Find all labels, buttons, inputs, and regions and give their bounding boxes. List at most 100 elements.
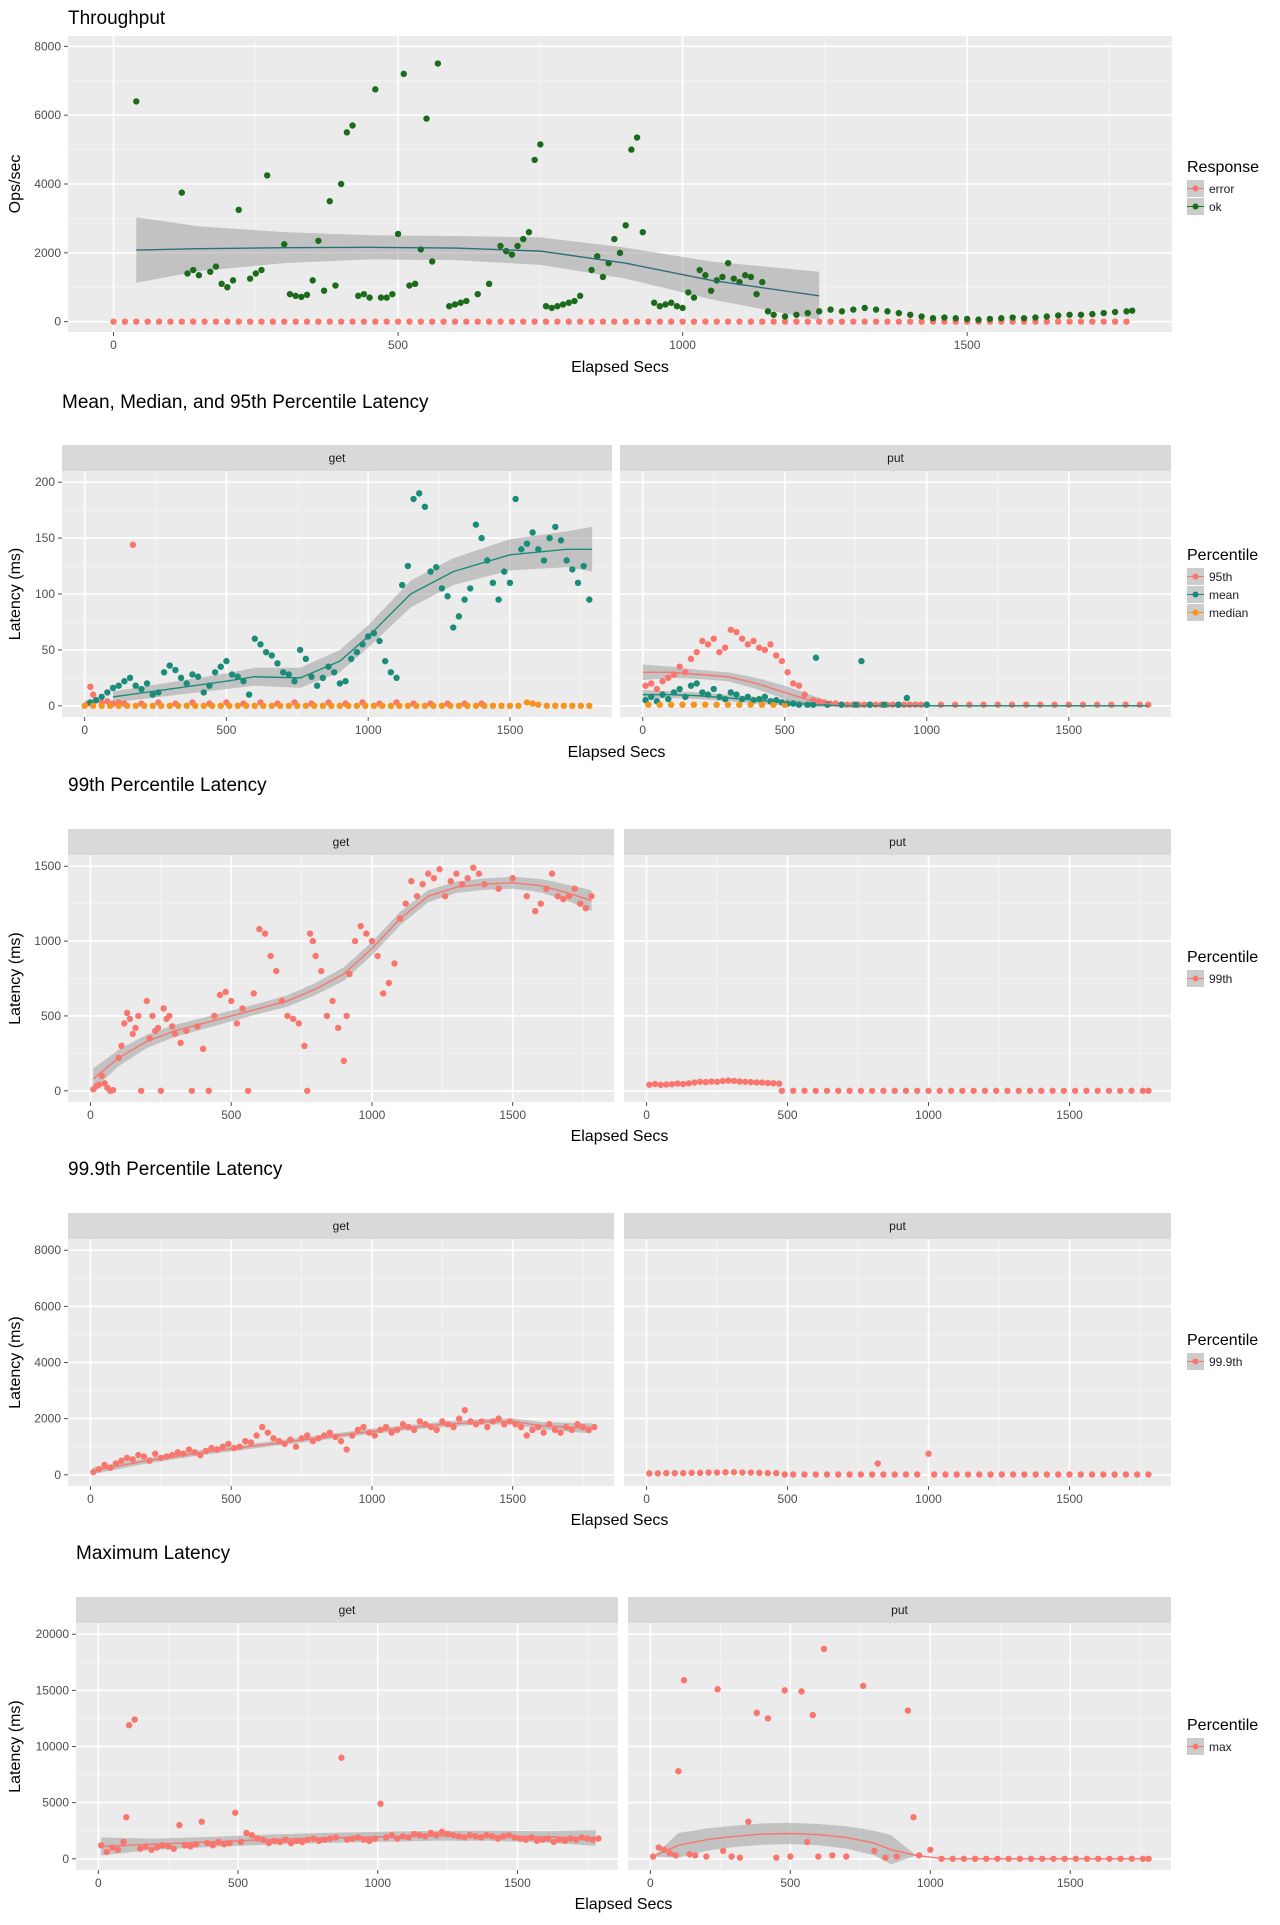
data-point [334, 1024, 342, 1032]
data-point [446, 302, 453, 310]
data-point [525, 228, 533, 236]
y-axis-label: Latency (ms) [7, 1700, 24, 1792]
data-point [1089, 318, 1096, 325]
data-point [478, 534, 485, 542]
smooth-line-ok [136, 246, 820, 297]
data-point [396, 702, 403, 710]
data-point [846, 1471, 853, 1478]
data-point [98, 693, 105, 701]
data-point [736, 1078, 743, 1085]
data-point [884, 308, 891, 315]
x-tick-label: 1000 [915, 1492, 942, 1506]
data-point [433, 1426, 440, 1434]
data-point [237, 1838, 245, 1846]
data-point [269, 318, 277, 325]
data-point [588, 892, 595, 900]
data-point [699, 637, 706, 645]
data-point [467, 1418, 474, 1425]
data-point [1026, 1087, 1034, 1094]
data-point [189, 266, 197, 274]
data-point [929, 315, 937, 322]
data-point [801, 691, 808, 698]
data-point [812, 1471, 819, 1478]
data-point [1111, 318, 1119, 325]
data-point [268, 702, 275, 710]
data-point [1051, 701, 1058, 708]
data-point [405, 1834, 412, 1841]
data-point [1060, 1087, 1068, 1094]
data-point [721, 695, 729, 703]
data-point [523, 892, 530, 900]
chart-section-4: 99.9th Percentile Latency get 0 500 1000 1500… [7, 1159, 1258, 1529]
data-point [704, 641, 712, 648]
data-point [586, 702, 593, 710]
data-point [959, 1087, 966, 1094]
data-point [861, 318, 868, 325]
data-point [393, 674, 400, 682]
data-point [109, 684, 117, 692]
data-point [565, 299, 572, 306]
data-point [515, 702, 522, 710]
legend-key-point [1192, 975, 1199, 982]
data-point [657, 1081, 664, 1088]
data-point [773, 1854, 780, 1861]
data-point [1055, 1471, 1062, 1478]
data-point [388, 1831, 395, 1839]
data-point [976, 1471, 983, 1478]
data-point [289, 1015, 297, 1023]
data-point [149, 702, 156, 710]
facet-strip [620, 445, 1171, 471]
data-point [291, 678, 298, 685]
y-tick-label: 0 [54, 1084, 61, 1098]
data-point [567, 1835, 574, 1842]
data-point [402, 900, 409, 907]
data-point [927, 1846, 934, 1853]
data-point [385, 979, 393, 987]
data-point [907, 318, 914, 325]
facet-strip [624, 829, 1171, 855]
data-point [655, 1844, 662, 1851]
data-point [835, 1087, 842, 1094]
data-point [394, 230, 402, 238]
data-point [187, 1843, 194, 1850]
data-point [472, 702, 480, 710]
data-point [336, 680, 344, 687]
x-tick-label: 1500 [504, 1876, 531, 1890]
data-point [495, 885, 502, 892]
x-tick-label: 1500 [1055, 723, 1082, 737]
data-point [793, 318, 800, 325]
data-point [472, 521, 480, 528]
data-point [707, 287, 715, 294]
data-point [556, 1836, 563, 1843]
chart-title: Mean, Median, and 95th Percentile Latenc… [62, 392, 429, 413]
smooth-line-mean [642, 693, 1149, 707]
data-point [882, 1854, 889, 1861]
data-point [910, 1814, 917, 1821]
data-point [183, 702, 190, 710]
y-tick-label: 50 [42, 643, 56, 657]
data-point [823, 1471, 831, 1478]
data-point [258, 318, 265, 325]
data-point [708, 1078, 715, 1085]
x-axis-label: Elapsed Secs [575, 1896, 673, 1913]
data-point [667, 701, 675, 708]
y-tick-label: 0 [62, 1852, 69, 1866]
data-point [699, 689, 706, 696]
data-point [143, 680, 151, 687]
data-point [713, 1469, 721, 1476]
data-point [404, 562, 412, 570]
data-point [124, 702, 131, 710]
data-point [565, 892, 573, 900]
x-tick-label: 500 [780, 1876, 800, 1890]
data-point [285, 671, 293, 678]
data-point [514, 242, 521, 250]
data-point [353, 648, 361, 656]
data-point [688, 1469, 695, 1477]
data-point [508, 251, 516, 258]
legend-key-point [1192, 185, 1199, 192]
data-point [260, 702, 267, 710]
data-point [489, 579, 497, 587]
facet-strip-label: get [333, 835, 350, 849]
data-point [520, 235, 527, 243]
facet-strip-label: get [329, 451, 346, 465]
